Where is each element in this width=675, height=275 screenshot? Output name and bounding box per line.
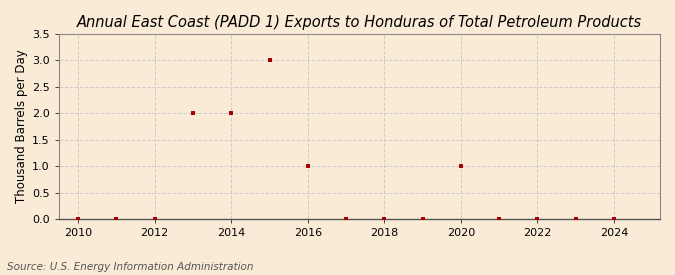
Point: [73, 217, 84, 221]
Title: Annual East Coast (PADD 1) Exports to Honduras of Total Petroleum Products: Annual East Coast (PADD 1) Exports to Ho…: [77, 15, 642, 30]
Text: Source: U.S. Energy Information Administration: Source: U.S. Energy Information Administ…: [7, 262, 253, 272]
Point: [570, 217, 581, 221]
Point: [532, 217, 543, 221]
Point: [379, 217, 389, 221]
Y-axis label: Thousand Barrels per Day: Thousand Barrels per Day: [15, 50, 28, 203]
Point: [264, 58, 275, 63]
Point: [417, 217, 428, 221]
Point: [111, 217, 122, 221]
Point: [149, 217, 160, 221]
Point: [609, 217, 620, 221]
Point: [226, 111, 237, 116]
Point: [494, 217, 505, 221]
Point: [456, 164, 466, 168]
Point: [302, 164, 313, 168]
Point: [341, 217, 352, 221]
Point: [188, 111, 198, 116]
